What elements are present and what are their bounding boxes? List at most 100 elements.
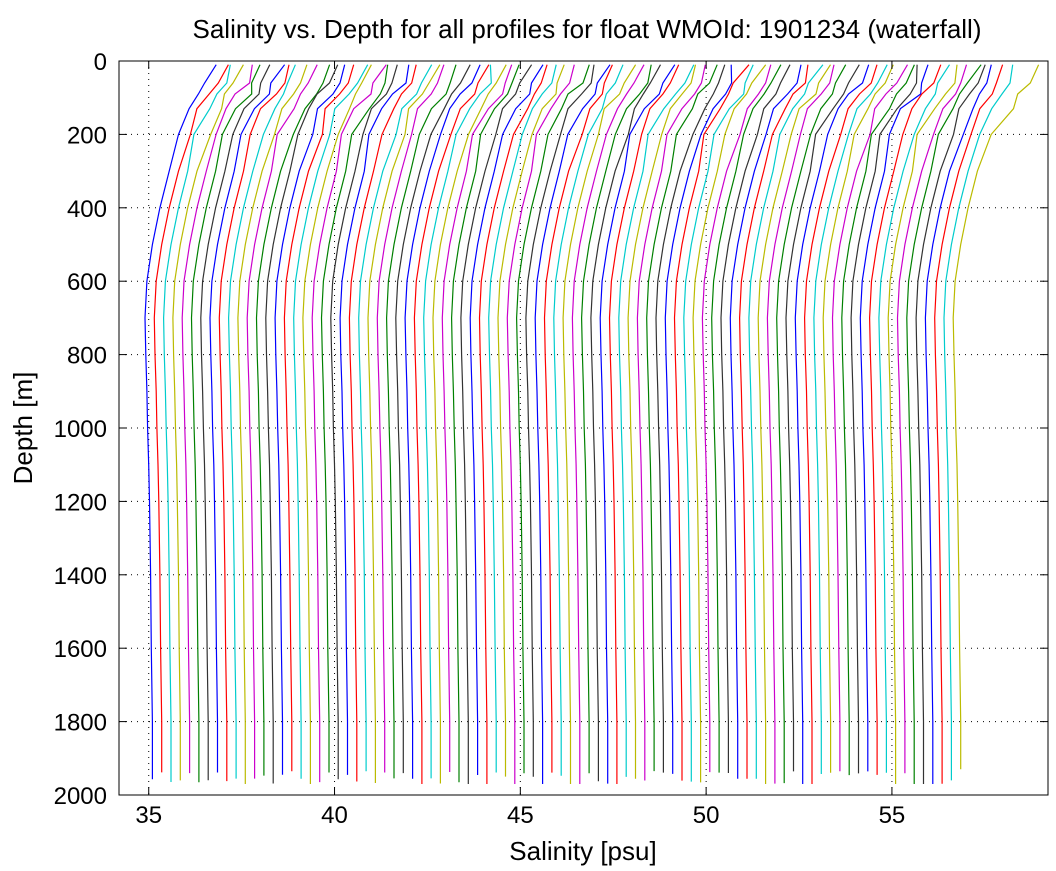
salinity-profile-line [803, 64, 878, 784]
grid-lines [119, 61, 1048, 795]
salinity-profile-line [181, 64, 253, 774]
salinity-profile-line [934, 64, 1004, 784]
salinity-profile-line [831, 64, 909, 772]
salinity-profile-line [701, 64, 772, 773]
salinity-profile-line [162, 64, 231, 782]
salinity-profile-line [766, 64, 835, 784]
salinity-profile-line [450, 64, 520, 783]
y-tick-label: 1400 [54, 563, 107, 590]
salinity-profile-line [441, 64, 513, 772]
salinity-profile-line [255, 64, 331, 776]
salinity-profile-line [320, 64, 389, 773]
salinity-profile-line [200, 64, 271, 781]
salinity-profile-line [376, 64, 445, 773]
salinity-profile-line [153, 64, 229, 773]
salinity-profile-line [738, 64, 809, 779]
salinity-profile-line [525, 64, 595, 777]
salinity-profile-line [413, 64, 490, 784]
salinity-profile-line [580, 64, 652, 774]
x-tick-label: 55 [879, 802, 906, 829]
salinity-profile-line [172, 64, 244, 781]
y-tick-label: 2000 [54, 783, 107, 810]
x-axis-label: Salinity [psu] [509, 836, 656, 866]
salinity-profile-line [757, 64, 832, 784]
salinity-profile-line [627, 64, 697, 779]
salinity-profile-line [878, 64, 951, 773]
salinity-profile-line [515, 64, 590, 774]
salinity-profile-line [794, 64, 870, 784]
salinity-profile-line [562, 64, 637, 784]
salinity-profile-line [293, 64, 369, 779]
salinity-profile-line [432, 64, 507, 784]
salinity-profile-line [720, 64, 791, 773]
salinity-profile-line [395, 64, 471, 774]
salinity-profile-line [339, 64, 410, 775]
y-tick-labels: 0 200 400 600 800 1000 1200 1400 1600 1800 2000 [54, 49, 107, 810]
salinity-profile-line [655, 64, 726, 773]
y-tick-label: 0 [94, 49, 107, 76]
salinity-profile-line [358, 64, 433, 772]
salinity-profile-line [590, 64, 662, 782]
salinity-profile-line [776, 64, 847, 784]
salinity-profile-line [218, 64, 290, 782]
salinity-profile-line [190, 64, 261, 783]
salinity-profile-line [144, 64, 217, 780]
y-tick-label: 1000 [54, 416, 107, 443]
salinity-profile-line [469, 64, 544, 775]
salinity-profile-line [841, 64, 915, 776]
salinity-profile-line [813, 64, 888, 774]
salinity-profile-line [497, 64, 565, 777]
salinity-profile-line [274, 64, 346, 775]
salinity-profile-line [599, 64, 676, 784]
salinity-profile-line [896, 64, 968, 774]
chart-title: Salinity vs. Depth for all profiles for … [193, 14, 982, 44]
salinity-profile-line [209, 64, 286, 773]
salinity-profile-line [302, 64, 372, 784]
salinity-profile-line [822, 64, 894, 773]
salinity-profile-line [636, 64, 706, 781]
y-tick-label: 200 [67, 122, 107, 149]
x-tick-labels: 35 40 45 50 55 [135, 802, 905, 829]
salinity-profile-line [237, 64, 308, 784]
salinity-profile-line [227, 64, 296, 779]
salinity-profile-line [952, 64, 1040, 770]
salinity-profile-line [943, 64, 1014, 781]
salinity-profile-line [506, 64, 575, 784]
salinity-profile-line [887, 64, 958, 784]
y-tick-label: 1200 [54, 489, 107, 516]
salinity-profile-line [246, 64, 318, 779]
y-tick-label: 1600 [54, 636, 107, 663]
salinity-profile-line [924, 64, 992, 784]
salinity-profile-line [460, 64, 533, 784]
salinity-profile-line [915, 64, 986, 784]
salinity-profile-line [748, 64, 824, 779]
salinity-profile-line [534, 64, 611, 784]
x-tick-label: 45 [507, 802, 534, 829]
salinity-profile-line [423, 64, 492, 779]
profile-series [144, 64, 1040, 784]
y-axis-label: Depth [m] [8, 372, 38, 485]
salinity-profile-line [367, 64, 441, 783]
salinity-profile-line [543, 64, 613, 773]
salinity-profile-line [553, 64, 624, 776]
x-tick-label: 50 [693, 802, 720, 829]
salinity-profile-line [673, 64, 750, 781]
salinity-profile-line [906, 64, 982, 784]
salinity-profile-line [330, 64, 398, 780]
x-tick-label: 35 [135, 802, 162, 829]
salinity-profile-line [850, 64, 918, 774]
salinity-profile-line [608, 64, 680, 784]
x-tick-label: 40 [321, 802, 348, 829]
salinity-profile-line [785, 64, 860, 772]
salinity-profile-line [683, 64, 754, 782]
salinity-profile-line [664, 64, 733, 774]
salinity-profile-line [265, 64, 339, 784]
salinity-profile-line [711, 64, 782, 773]
axis-ticks [119, 60, 1048, 796]
salinity-profile-line [868, 64, 942, 775]
salinity-profile-line [859, 64, 929, 772]
y-tick-label: 600 [67, 269, 107, 296]
y-tick-label: 400 [67, 196, 107, 223]
